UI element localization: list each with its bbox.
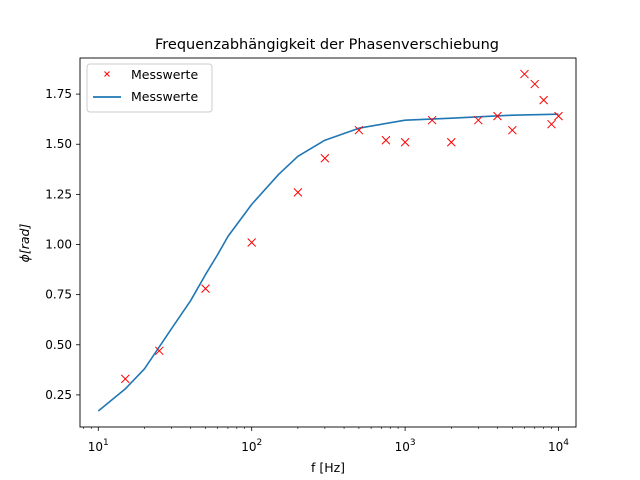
data-point: [400, 137, 410, 147]
data-point: [539, 95, 549, 105]
y-tick-label: 1.50: [45, 137, 72, 151]
y-tick-label: 1.75: [45, 87, 72, 101]
data-point: [120, 374, 130, 384]
legend-marker-x: [104, 71, 110, 77]
axes-frame: [79, 57, 577, 428]
y-axis-label: ϕ[rad]: [17, 224, 32, 263]
data-point: [520, 69, 529, 79]
data-point: [493, 111, 502, 121]
legend-label-line: Messwerte: [131, 89, 198, 104]
plot-layer: [97, 69, 563, 412]
data-point: [507, 125, 517, 135]
data-point: [354, 125, 364, 135]
x-tick-label: 104: [548, 438, 569, 454]
x-tick-label: 102: [241, 438, 262, 454]
data-point: [446, 137, 456, 147]
y-tick-label: 0.75: [45, 288, 72, 302]
legend-label-scatter: Messwerte: [131, 67, 198, 82]
x-axis-ticks: 101 102 103 104: [83, 427, 569, 454]
data-point: [547, 119, 556, 129]
x-axis-label: f [Hz]: [311, 460, 345, 475]
x-tick-label: 103: [395, 438, 416, 454]
data-point: [154, 346, 164, 356]
legend-box: [86, 63, 213, 113]
data-point: [554, 111, 563, 121]
data-point: [320, 153, 330, 163]
x-tick-label: 101: [88, 438, 109, 454]
y-axis-ticks: 0.25 0.50 0.75 1.00 1.25 1.50 1.75: [45, 87, 80, 402]
y-tick-label: 0.25: [45, 388, 72, 402]
y-tick-label: 0.50: [45, 338, 72, 352]
data-point: [201, 284, 210, 293]
data-point: [530, 79, 540, 89]
data-point: [381, 135, 391, 145]
fit-line: [97, 113, 559, 412]
chart-title: Frequenzabhängigkeit der Phasenverschieb…: [155, 37, 499, 53]
legend: Messwerte Messwerte: [86, 63, 213, 113]
data-point: [427, 115, 437, 125]
y-tick-label: 1.25: [45, 187, 72, 201]
data-point: [293, 188, 303, 197]
y-tick-label: 1.00: [45, 238, 72, 252]
data-point: [473, 115, 483, 125]
data-point: [247, 238, 257, 247]
